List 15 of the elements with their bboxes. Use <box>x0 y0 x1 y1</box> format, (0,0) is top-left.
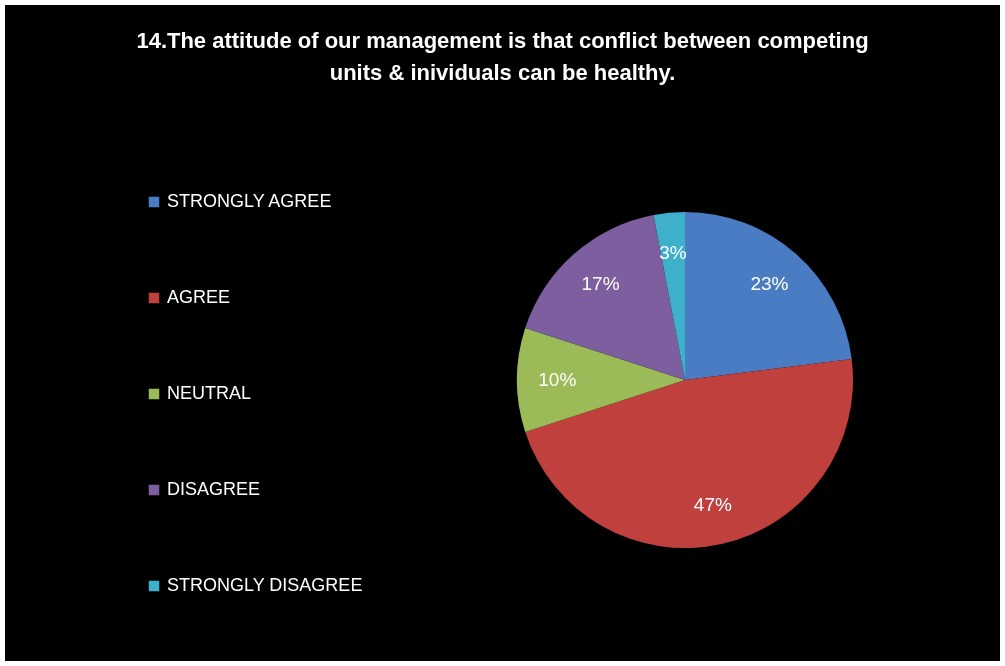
data-label: 3% <box>659 241 687 263</box>
data-label: 23% <box>750 273 789 295</box>
legend-label: DISAGREE <box>167 479 261 499</box>
data-label: 47% <box>693 493 732 515</box>
legend-label: STRONGLY AGREE <box>167 191 332 211</box>
chart-title: 14.The attitude of our management is that conflict between competing units & inividuals can be healthy. <box>136 28 869 85</box>
data-label: 17% <box>581 273 620 295</box>
pie-slice <box>685 212 852 380</box>
legend-label: STRONGLY DISAGREE <box>167 575 363 595</box>
pie-slice <box>653 212 685 380</box>
legend-label: NEUTRAL <box>167 383 252 403</box>
pie-slice <box>517 328 685 432</box>
data-label: 10% <box>538 369 577 390</box>
legend-label: AGREE <box>167 287 231 307</box>
pie-slice <box>525 358 853 548</box>
